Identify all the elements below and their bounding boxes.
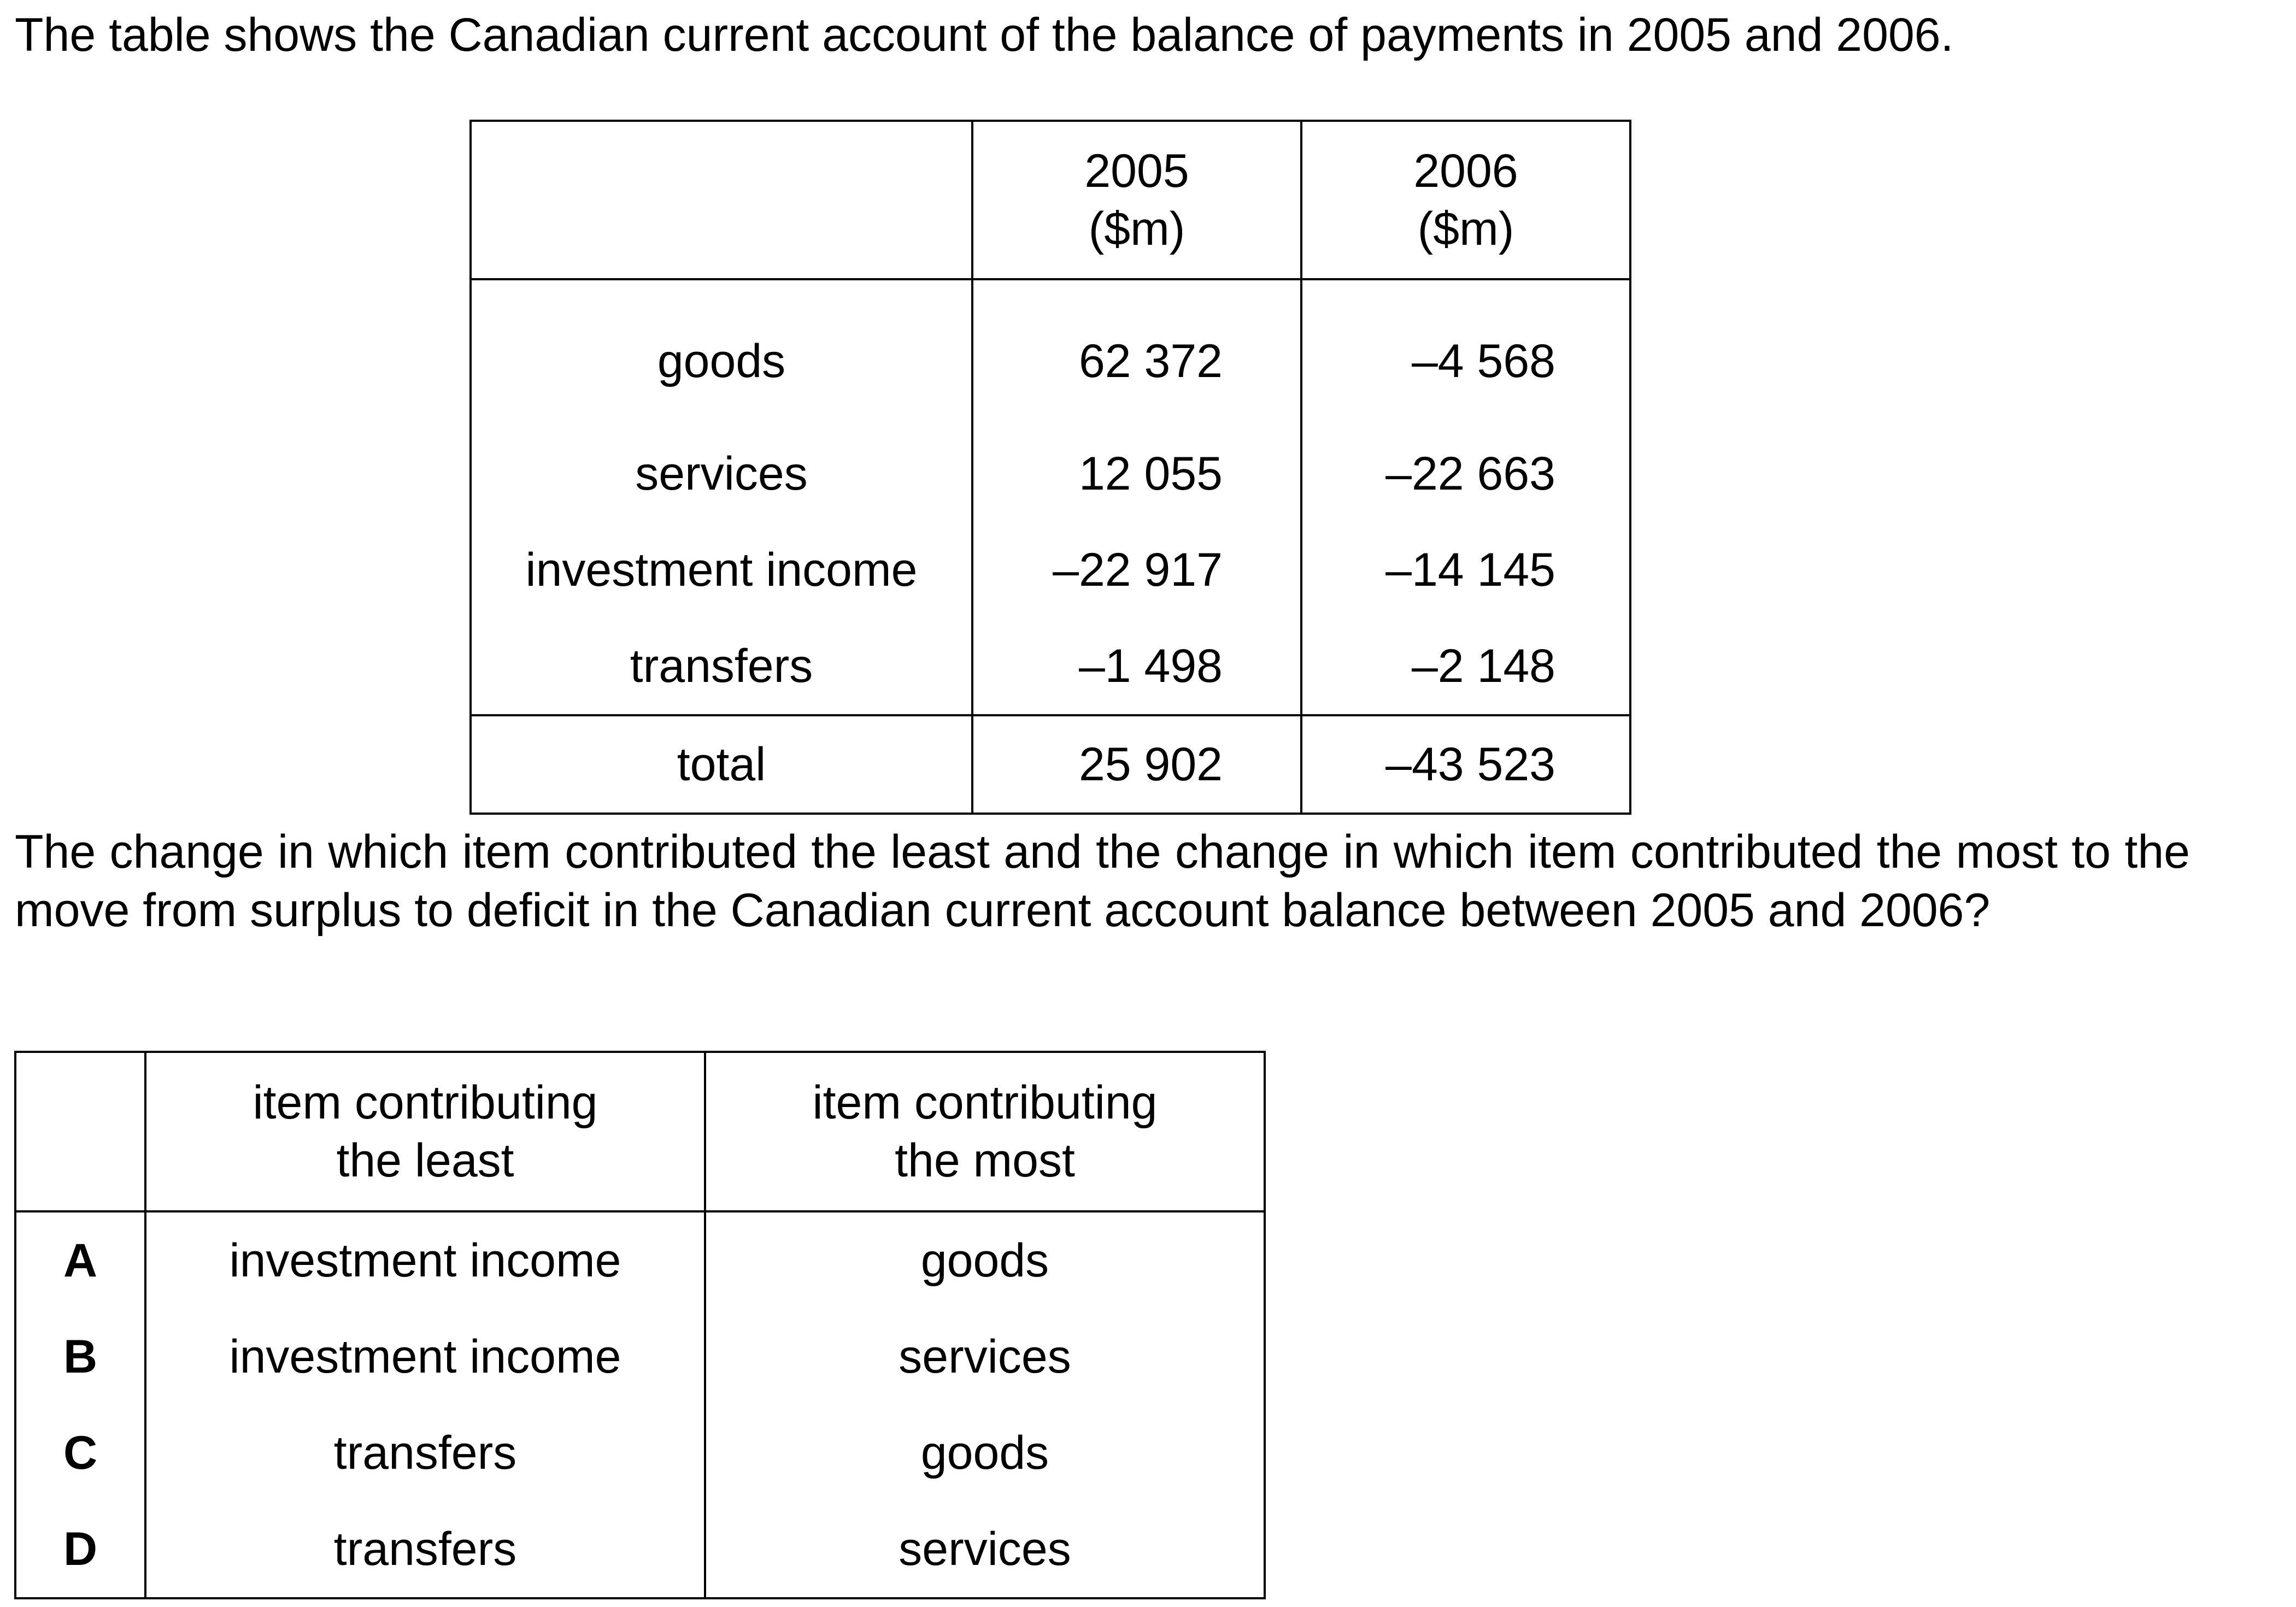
value-2005: –1 498 xyxy=(971,618,1302,715)
option-least: investment income xyxy=(144,1309,706,1405)
option-least: transfers xyxy=(144,1501,706,1598)
header-most: item contributing the most xyxy=(704,1052,1266,1212)
header-least-line1: item contributing xyxy=(252,1076,598,1129)
option-letter: C xyxy=(14,1405,146,1501)
header-2005: 2005 ($m) xyxy=(971,121,1302,280)
option-least: investment income xyxy=(144,1211,706,1309)
header-least-line2: the least xyxy=(336,1134,514,1187)
option-most: services xyxy=(704,1501,1266,1598)
option-row-d[interactable]: D transfers services xyxy=(14,1501,1266,1598)
value-2005: 62 372 xyxy=(971,279,1302,426)
option-letter: B xyxy=(14,1309,146,1405)
header-year: 2005 xyxy=(1084,145,1189,197)
header-year: 2006 xyxy=(1413,145,1518,197)
options-header-row: item contributing the least item contrib… xyxy=(14,1052,1266,1212)
total-row: total 25 902 –43 523 xyxy=(469,714,1631,814)
header-2006: 2006 ($m) xyxy=(1300,121,1631,280)
intro-text: The table shows the Canadian current acc… xyxy=(15,9,1954,61)
row-label: goods xyxy=(469,279,973,426)
option-row-c[interactable]: C transfers goods xyxy=(14,1405,1266,1501)
total-2006: –43 523 xyxy=(1300,714,1631,814)
row-label: investment income xyxy=(469,522,973,618)
header-unit: ($m) xyxy=(1088,203,1185,255)
options-header-blank xyxy=(14,1052,146,1212)
option-most: services xyxy=(704,1309,1266,1405)
value-2006: –2 148 xyxy=(1300,618,1631,715)
header-most-line1: item contributing xyxy=(812,1076,1158,1129)
value-2005: 12 055 xyxy=(971,426,1302,522)
value-2006: –22 663 xyxy=(1300,426,1631,522)
value-2006: –4 568 xyxy=(1300,279,1631,426)
option-letter: D xyxy=(14,1501,146,1598)
header-unit: ($m) xyxy=(1417,203,1514,255)
table-row: goods 62 372 –4 568 xyxy=(469,279,1631,426)
question-text: The change in which item contributed the… xyxy=(15,826,2190,937)
option-most: goods xyxy=(704,1211,1266,1309)
option-least: transfers xyxy=(144,1405,706,1501)
table-row: transfers –1 498 –2 148 xyxy=(469,618,1631,715)
option-row-b[interactable]: B investment income services xyxy=(14,1309,1266,1405)
header-blank-cell xyxy=(469,121,973,280)
header-least: item contributing the least xyxy=(144,1052,706,1212)
value-2006: –14 145 xyxy=(1300,522,1631,618)
total-label: total xyxy=(469,714,973,814)
total-2005: 25 902 xyxy=(971,714,1302,814)
option-letter: A xyxy=(14,1211,146,1309)
value-2005: –22 917 xyxy=(971,522,1302,618)
option-most: goods xyxy=(704,1405,1266,1501)
row-label: services xyxy=(469,426,973,522)
table-row: investment income –22 917 –14 145 xyxy=(469,522,1631,618)
table-row: services 12 055 –22 663 xyxy=(469,426,1631,522)
header-most-line2: the most xyxy=(895,1134,1075,1187)
option-row-a[interactable]: A investment income goods xyxy=(14,1211,1266,1309)
row-label: transfers xyxy=(469,618,973,715)
answer-options-table: item contributing the least item contrib… xyxy=(14,1051,1266,1599)
current-account-table: 2005 ($m) 2006 ($m) goods 62 372 –4 568 … xyxy=(469,120,1631,815)
table-header-row: 2005 ($m) 2006 ($m) xyxy=(469,121,1631,280)
